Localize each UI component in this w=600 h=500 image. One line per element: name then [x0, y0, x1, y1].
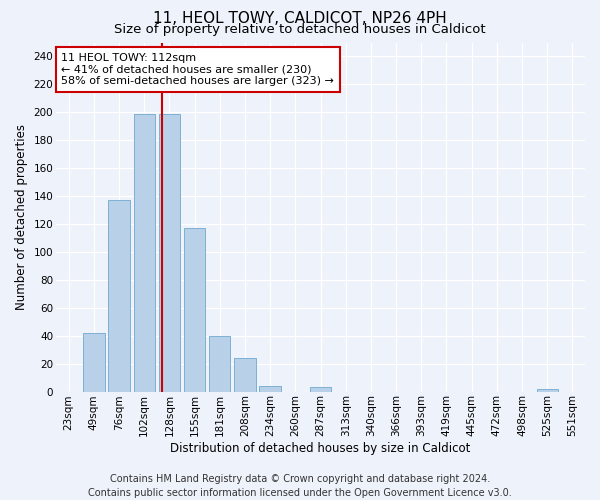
X-axis label: Distribution of detached houses by size in Caldicot: Distribution of detached houses by size …: [170, 442, 471, 455]
Bar: [159, 114, 180, 392]
Bar: [184, 228, 205, 392]
Bar: [109, 200, 130, 392]
Bar: [259, 386, 281, 392]
Bar: [536, 388, 558, 392]
Bar: [83, 333, 104, 392]
Bar: [209, 336, 230, 392]
Text: Size of property relative to detached houses in Caldicot: Size of property relative to detached ho…: [114, 22, 486, 36]
Bar: [134, 114, 155, 392]
Y-axis label: Number of detached properties: Number of detached properties: [15, 124, 28, 310]
Text: Contains HM Land Registry data © Crown copyright and database right 2024.
Contai: Contains HM Land Registry data © Crown c…: [88, 474, 512, 498]
Bar: [310, 388, 331, 392]
Bar: [234, 358, 256, 392]
Text: 11 HEOL TOWY: 112sqm
← 41% of detached houses are smaller (230)
58% of semi-deta: 11 HEOL TOWY: 112sqm ← 41% of detached h…: [61, 53, 334, 86]
Text: 11, HEOL TOWY, CALDICOT, NP26 4PH: 11, HEOL TOWY, CALDICOT, NP26 4PH: [153, 11, 447, 26]
